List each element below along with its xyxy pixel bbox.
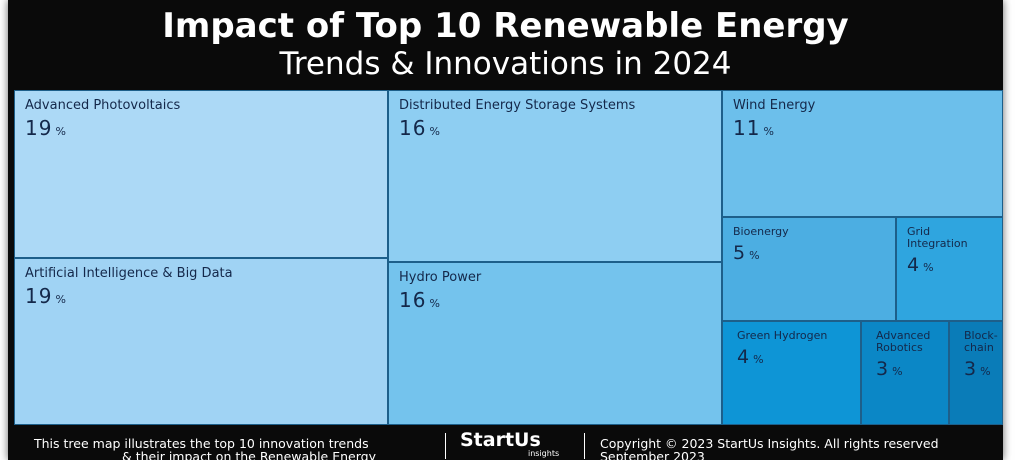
- value-unit: %: [429, 125, 441, 138]
- value-label: 11: [733, 116, 761, 140]
- value-unit: %: [923, 261, 935, 274]
- tile-value: 5%: [733, 242, 885, 264]
- tile-label: Advanced Photovoltaics: [25, 98, 181, 113]
- tile-label: Distributed Energy Storage Systems: [399, 98, 636, 113]
- value-label: 16: [399, 116, 427, 140]
- footer-description: This tree map illustrates the top 10 inn…: [34, 436, 369, 451]
- separator: [445, 433, 446, 459]
- value-label: 3: [876, 358, 890, 380]
- value-unit: %: [749, 249, 761, 262]
- tile-value: 19%: [25, 284, 377, 308]
- separator: [584, 433, 585, 459]
- tile: Grid Integration 4%: [896, 217, 1003, 321]
- chart-title: Impact of Top 10 Renewable Energy: [162, 6, 849, 46]
- tile: Advanced Robotics 3%: [861, 321, 949, 425]
- tile-value: 19%: [25, 116, 377, 140]
- tile-label: Bioenergy: [733, 225, 789, 238]
- tile-label: Wind Energy: [733, 98, 816, 113]
- copyright: Copyright © 2023 StartUs Insights. All r…: [600, 436, 939, 451]
- tile: Advanced Photovoltaics 19%: [14, 90, 388, 258]
- logo: StartUs: [460, 429, 541, 451]
- tile-value: 16%: [399, 116, 711, 140]
- value-label: 19: [25, 116, 53, 140]
- value-unit: %: [763, 125, 775, 138]
- date: September 2023: [600, 449, 705, 460]
- value-unit: %: [892, 365, 904, 378]
- tile-label: Advanced Robotics: [876, 329, 931, 354]
- value-unit: %: [753, 353, 765, 366]
- value-label: 19: [25, 284, 53, 308]
- tile-value: 4%: [907, 254, 992, 276]
- tile-label: Artificial Intelligence & Big Data: [25, 266, 233, 281]
- tile-value: 16%: [399, 288, 711, 312]
- treemap: Advanced Photovoltaics 19% Artificial Inte…: [14, 90, 1003, 425]
- tile-label: Block-chain: [964, 329, 998, 354]
- value-label: 4: [907, 254, 921, 276]
- tile-label: Hydro Power: [399, 270, 482, 285]
- tile-value: 11%: [733, 116, 992, 140]
- infographic: Impact of Top 10 Renewable Energy Trends…: [8, 0, 1003, 460]
- chart-subtitle: Trends & Innovations in 2024: [279, 46, 732, 82]
- value-unit: %: [429, 297, 441, 310]
- value-unit: %: [55, 293, 67, 306]
- tile: Artificial Intelligence & Big Data 19%: [14, 258, 388, 425]
- value-unit: %: [980, 365, 992, 378]
- logo-subtitle: insights: [528, 449, 560, 458]
- tile: Bioenergy 5%: [722, 217, 896, 321]
- tile-label: Green Hydrogen: [737, 329, 828, 342]
- footer: This tree map illustrates the top 10 inn…: [8, 425, 1003, 460]
- tile-value: 4%: [737, 346, 854, 368]
- value-label: 16: [399, 288, 427, 312]
- tile: Hydro Power 16%: [388, 262, 722, 425]
- tile-label: Grid Integration: [907, 225, 968, 250]
- tile: Distributed Energy Storage Systems 16%: [388, 90, 722, 262]
- tile: Wind Energy 11%: [722, 90, 1003, 217]
- value-label: 5: [733, 242, 747, 264]
- value-label: 4: [737, 346, 751, 368]
- value-label: 3: [964, 358, 978, 380]
- tile-value: 3%: [964, 358, 996, 380]
- tile: Block-chain 3%: [949, 321, 1003, 425]
- footer-description: & their impact on the Renewable Energy: [122, 449, 376, 460]
- value-unit: %: [55, 125, 67, 138]
- tile-value: 3%: [876, 358, 942, 380]
- tile: Green Hydrogen 4%: [722, 321, 861, 425]
